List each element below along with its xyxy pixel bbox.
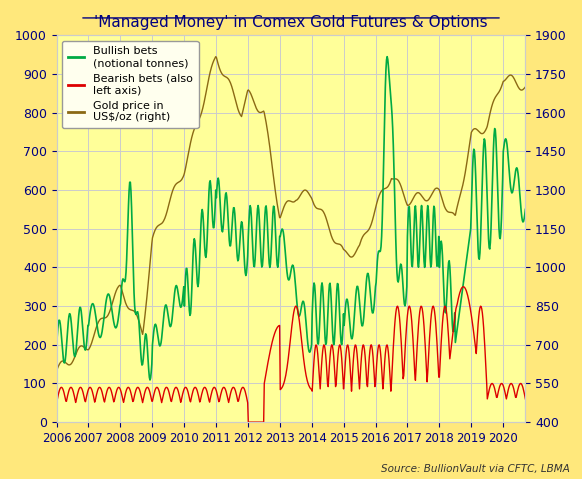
Text: Source: BullionVault via CFTC, LBMA: Source: BullionVault via CFTC, LBMA (381, 464, 570, 474)
Legend: Bullish bets
(notional tonnes), Bearish bets (also
left axis), Gold price in
US$: Bullish bets (notional tonnes), Bearish … (62, 41, 198, 128)
Title: 'Managed Money' in Comex Gold Futures & Options: 'Managed Money' in Comex Gold Futures & … (94, 15, 488, 30)
